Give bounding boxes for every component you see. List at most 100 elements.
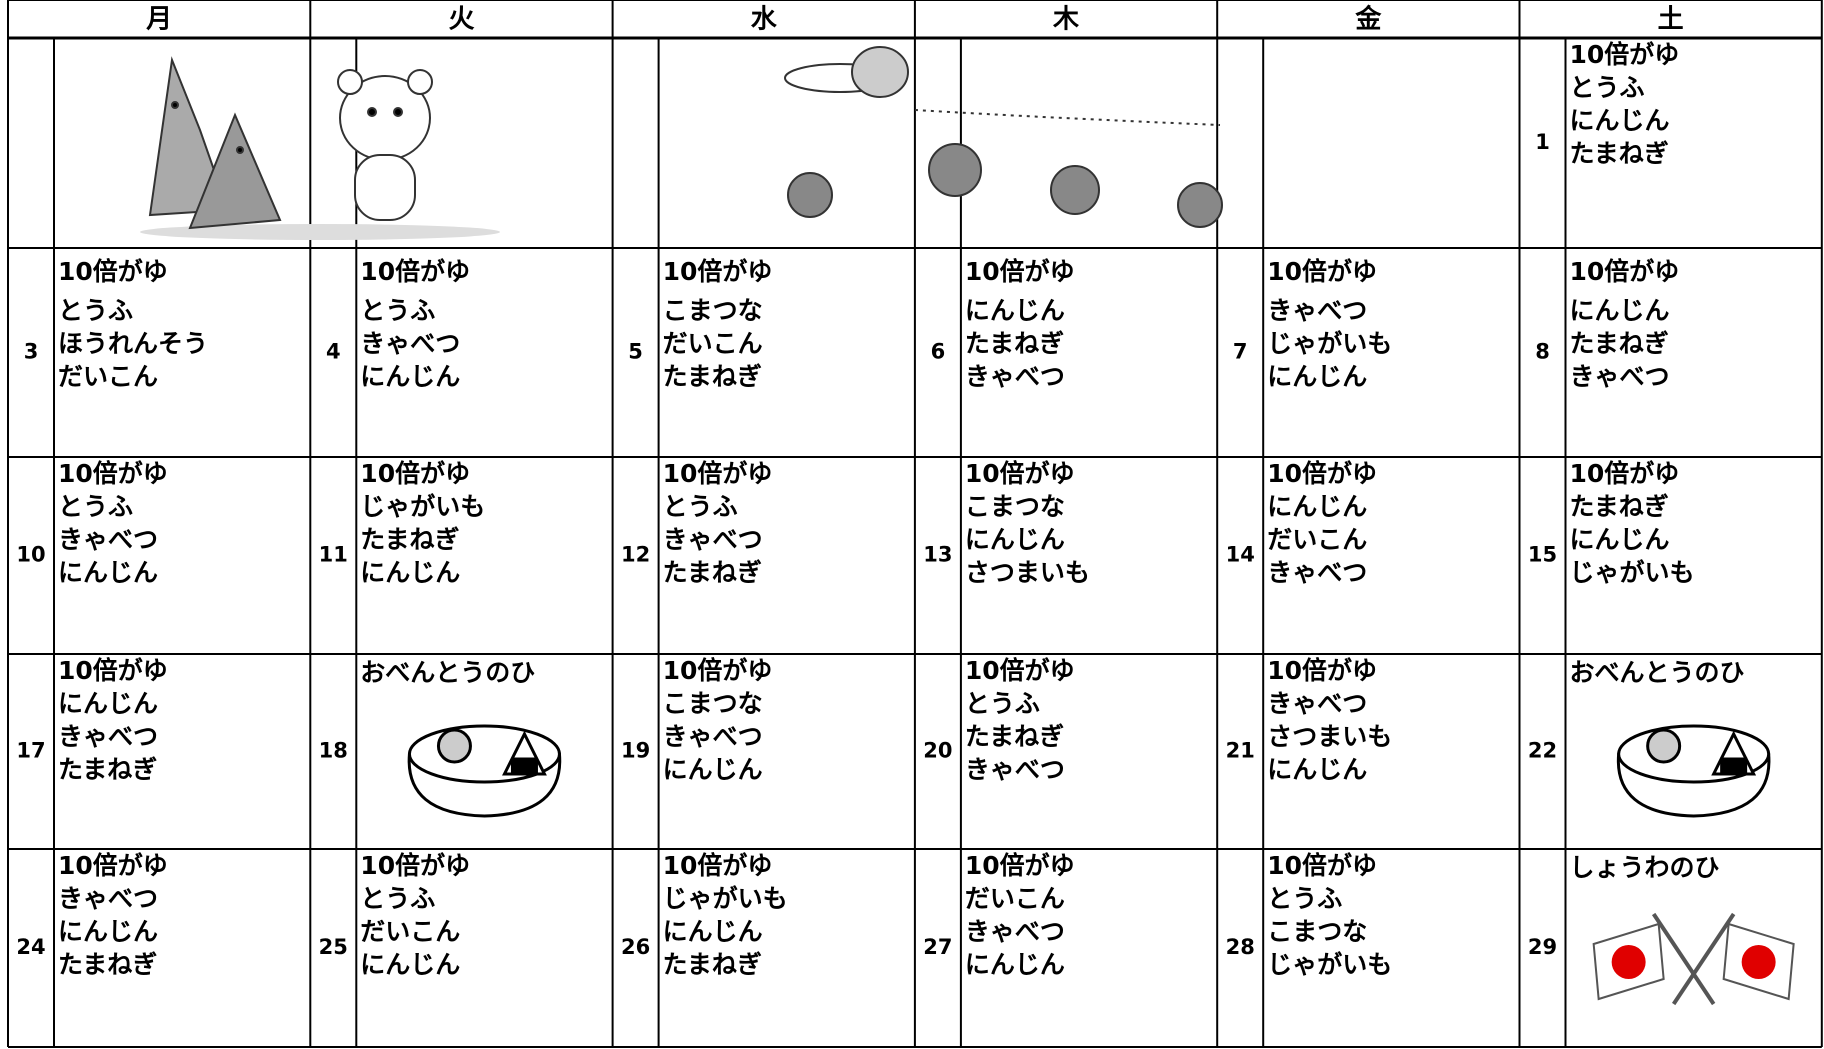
menu-item: 10倍がゆ [965,257,1075,286]
date: 5 [628,340,643,364]
date: 11 [319,543,348,567]
hinomaru [1611,945,1646,979]
menu-item: じゃがいも [1267,329,1392,358]
menu-item: 10倍がゆ [58,851,168,880]
menu-item: 10倍がゆ [663,257,773,286]
menu-item: たまねぎ [1570,492,1669,521]
menu-item: たまねぎ [965,329,1064,358]
date: 27 [923,935,952,959]
flag-illustration [1592,912,1795,1006]
event-name: しょうわのひ [1570,853,1720,882]
date: 10 [16,543,45,567]
hinomaru [1741,945,1776,979]
menu-item: とうふ [360,296,435,325]
menu-item: にんじん [360,362,460,391]
menu-item: にんじん [965,296,1065,325]
menu-item: だいこん [360,917,460,946]
menu-item: たまねぎ [1570,139,1669,168]
menu-item: とうふ [1267,884,1342,913]
date: 8 [1535,340,1550,364]
event-name: おべんとうのひ [1570,658,1745,687]
menu-item: さつまいも [965,558,1090,587]
menu-item: にんじん [1267,492,1367,521]
day-header: 木 [1052,5,1079,35]
menu-item: とうふ [1570,73,1645,102]
menu-item: 10倍がゆ [663,656,773,685]
date: 18 [319,739,348,763]
menu-item: たまねぎ [360,525,459,554]
date: 14 [1226,543,1255,567]
menu-item: だいこん [58,362,158,391]
menu-item: 10倍がゆ [360,851,470,880]
menu-item: きゃべつ [58,525,158,554]
menu-item: たまねぎ [663,362,762,391]
date: 12 [621,543,650,567]
menu-item: にんじん [1570,525,1670,554]
menu-item: にんじん [965,950,1065,979]
day-header: 火 [448,5,474,35]
illustrations [140,46,1223,240]
menu-item: たまねぎ [58,755,157,784]
menu-item: 10倍がゆ [965,656,1075,685]
menu-item: ほうれんそう [58,329,208,358]
date: 15 [1528,543,1557,567]
date: 4 [326,340,341,364]
event-name: おべんとうのひ [360,658,535,687]
menu-item: とうふ [360,884,435,913]
menu-item: だいこん [663,329,763,358]
menu-item: じゃがいも [1570,558,1695,587]
menu-item: 10倍がゆ [1267,257,1377,286]
date: 7 [1233,340,1248,364]
menu-item: こまつな [1267,917,1367,946]
menu-item: 10倍がゆ [663,459,773,488]
menu-item: きゃべつ [965,917,1065,946]
menu-item: たまねぎ [1570,329,1669,358]
pole [1651,912,1716,1006]
menu-item: きゃべつ [965,755,1065,784]
menu-item: にんじん [1267,755,1367,784]
menu-item: にんじん [58,917,158,946]
date: 3 [24,340,39,364]
menu-item: さつまいも [1267,722,1392,751]
menu-item: にんじん [1267,362,1367,391]
menu-item: きゃべつ [58,884,158,913]
menu-item: じゃがいも [663,884,788,913]
menu-item: たまねぎ [663,950,762,979]
menu-item: 10倍がゆ [1267,851,1377,880]
menu-item: きゃべつ [965,362,1065,391]
menu-item: 10倍がゆ [58,459,168,488]
menu-item: きゃべつ [1267,296,1367,325]
date: 21 [1226,739,1255,763]
menu-item: とうふ [663,492,738,521]
nori [510,757,538,775]
date: 20 [923,739,952,763]
bento-illustration [407,724,562,818]
menu-item: 10倍がゆ [965,459,1075,488]
menu-item: 10倍がゆ [58,656,168,685]
date: 28 [1226,935,1255,959]
menu-item: 10倍がゆ [663,851,773,880]
menu-item: とうふ [58,492,133,521]
date: 26 [621,935,650,959]
bento-food [1646,728,1682,764]
bento-food [436,728,472,764]
date: 22 [1528,739,1557,763]
menu-item: きゃべつ [360,329,460,358]
menu-item: きゃべつ [1267,689,1367,718]
menu-item: こまつな [663,296,763,325]
day-header: 月 [145,5,172,35]
menu-item: にんじん [1570,296,1670,325]
date: 29 [1528,935,1557,959]
day-header: 土 [1658,5,1684,35]
menu-item: 10倍がゆ [965,851,1075,880]
bento-illustration [1616,724,1771,818]
menu-item: にんじん [360,950,460,979]
menu-item: 10倍がゆ [360,459,470,488]
date: 24 [16,935,45,959]
menu-item: にんじん [663,917,763,946]
date: 13 [923,543,952,567]
pole [1671,912,1736,1006]
menu-item: にんじん [58,689,158,718]
